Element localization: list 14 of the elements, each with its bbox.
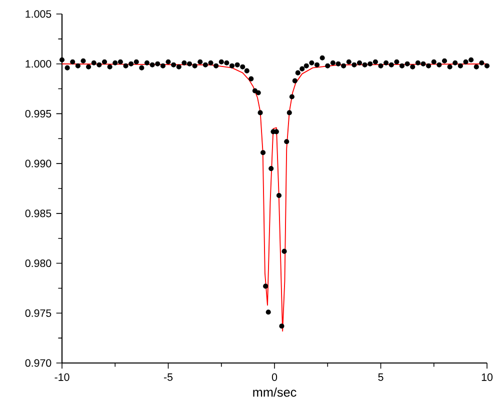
y-tick-label: 1.000 <box>26 60 52 68</box>
y-tick-label: 0.980 <box>25 260 52 268</box>
y-tick-label: 0.995 <box>25 110 52 118</box>
y-tick-label: 0.990 <box>25 160 52 168</box>
y-tick-label: 0.985 <box>25 210 52 218</box>
x-axis-title: mm/sec <box>253 387 296 397</box>
x-tick-label: 10 <box>482 373 493 381</box>
x-tick-label: -5 <box>164 373 173 381</box>
x-tick-label: 0 <box>272 373 278 381</box>
x-tick-label: -10 <box>54 373 70 381</box>
y-tick-label: 0.975 <box>25 309 52 317</box>
x-tick-label: 5 <box>378 373 384 381</box>
y-tick-label: 1.005 <box>26 10 52 18</box>
y-tick-label: 0.970 <box>25 359 52 367</box>
